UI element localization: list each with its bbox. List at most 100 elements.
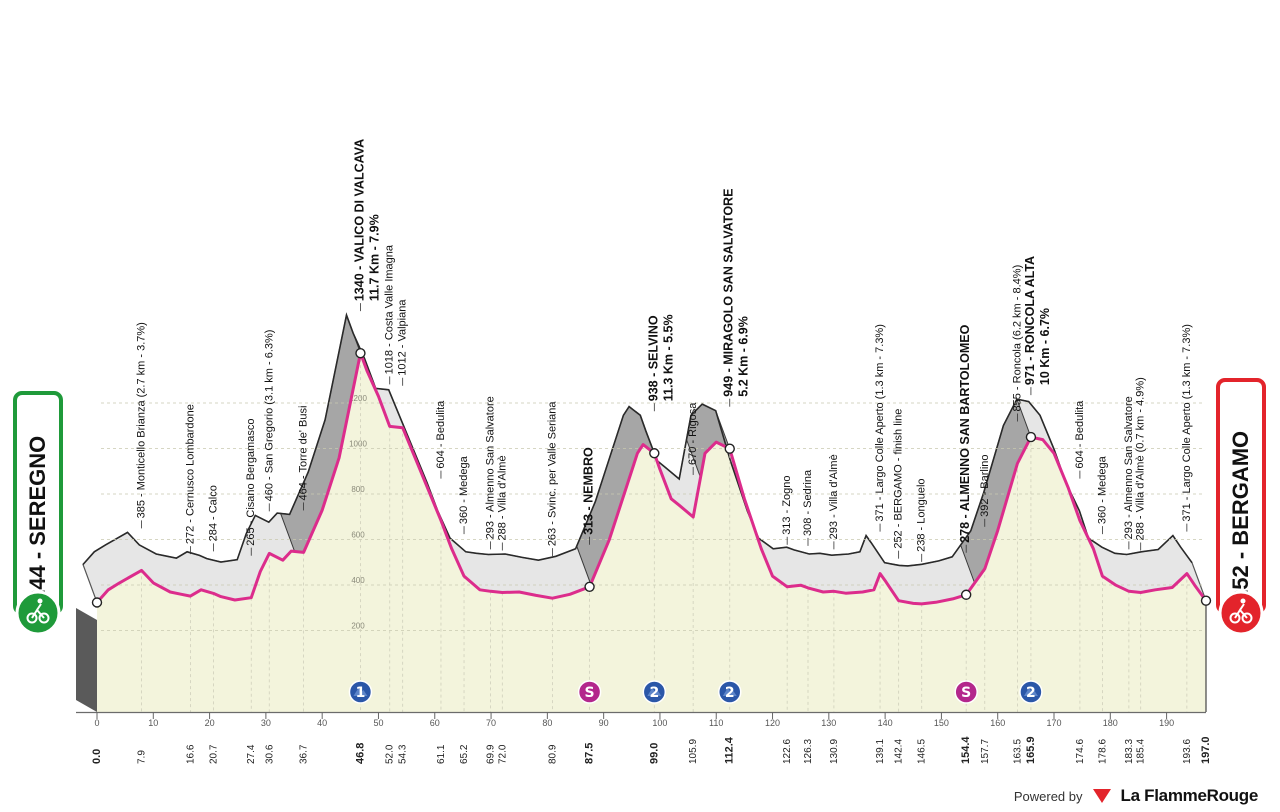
km-label: 185.4 <box>1136 739 1147 764</box>
km-label: 157.7 <box>980 739 991 764</box>
y-tick-label-800: 800 <box>351 485 365 494</box>
annotation-text: 263 - Svinc. per Valle Seriana <box>546 401 558 547</box>
start-icon <box>15 590 61 636</box>
mountain-icon <box>353 688 368 696</box>
badge-label: 2 <box>725 685 735 701</box>
badge-label: S <box>585 685 595 701</box>
sprint-badge-1: S <box>577 680 602 704</box>
profile-area-fill <box>97 353 1206 712</box>
annotation-text: 604 - Bedulita <box>435 400 447 469</box>
annotation-0: 385 - Monticello Brianza (2.7 km - 3.7%) <box>135 322 147 529</box>
x-tick-label-50: 50 <box>373 718 383 728</box>
km-label: 52.0 <box>385 744 396 764</box>
x-tick-label-140: 140 <box>878 718 893 728</box>
annotation-12: 288 - Villa d'Almè <box>496 455 508 551</box>
powered-by-text: Powered by <box>1013 788 1083 804</box>
annotation-1: 272 - Cernusco Lombardone <box>184 404 196 555</box>
badge-label: 2 <box>649 685 659 701</box>
km-label: 36.7 <box>299 744 310 764</box>
km-label: 154.4 <box>960 736 972 764</box>
km-label: 142.4 <box>894 739 905 764</box>
annotation-text: 313 - NEMBRO <box>582 447 596 535</box>
km-label: 99.0 <box>648 743 660 764</box>
annotation-text: 938 - SELVINO <box>646 315 660 401</box>
annotation-4: 460 - San Gregorio (3.1 km - 6.3%) <box>263 330 275 512</box>
y-tick-label-1200: 1200 <box>349 394 367 403</box>
km-label: 130.9 <box>829 739 840 764</box>
km-label: 174.6 <box>1075 739 1086 764</box>
bike-wheel-icon <box>26 612 38 624</box>
bike-wheel-icon <box>38 612 50 624</box>
y-tick-label-1000: 1000 <box>349 440 367 449</box>
km-label: 193.6 <box>1182 739 1193 764</box>
finish-town-tower: 252 - BERGAMO <box>1216 378 1266 636</box>
flamme-rouge-logo-icon <box>1092 789 1111 803</box>
x-tick-label-10: 10 <box>148 718 158 728</box>
annotation-7: 1018 - Costa Valle Imagna <box>384 244 396 385</box>
route-point-dot <box>1025 431 1037 443</box>
km-label: 178.6 <box>1097 739 1108 764</box>
x-tick-label-20: 20 <box>205 718 215 728</box>
annotation-text: 971 - RONCOLA ALTA <box>1023 256 1037 385</box>
route-point-dot <box>584 581 595 592</box>
annotation-text: 252 - BERGAMO - finish line <box>893 409 905 549</box>
km-label: 7.9 <box>136 750 147 764</box>
annotation-text: 1012 - Valpiana <box>397 299 409 376</box>
y-tick-label-400: 400 <box>351 576 365 585</box>
annotation-climb-stats: 5.2 Km - 6.9% <box>737 316 751 397</box>
badge-label: 2 <box>1026 685 1036 701</box>
annotation-21: 371 - Largo Colle Aperto (1.3 km - 7.3%) <box>874 324 886 532</box>
finish-icon <box>1218 590 1264 636</box>
km-label: 27.4 <box>246 744 257 764</box>
profile-side-face <box>76 608 97 712</box>
annotation-climb-stats: 10 Km - 6.7% <box>1038 308 1052 385</box>
sprint-badge-4: S <box>954 680 978 704</box>
x-tick-label-80: 80 <box>542 718 552 728</box>
km-label: 30.6 <box>264 744 275 764</box>
x-tick-label-90: 90 <box>599 718 609 728</box>
annotation-32: 371 - Largo Colle Aperto (1.3 km - 7.3%) <box>1181 324 1193 532</box>
km-label: 54.3 <box>398 744 409 764</box>
x-tick-label-110: 110 <box>709 718 723 728</box>
annotation-text: 670 - Rigosa <box>687 402 699 465</box>
town-label: 252 - BERGAMO <box>1228 431 1253 602</box>
route-point-dot <box>724 443 735 454</box>
x-tick-label-150: 150 <box>934 718 949 728</box>
climb-category-badge-5: 2 <box>1019 680 1043 704</box>
sprint-badge-circle <box>577 680 602 704</box>
footer-branding: Powered by La FlammeRouge <box>1014 786 1258 806</box>
annotation-text: 360 - Medega <box>458 455 470 524</box>
route-point-dot <box>1200 595 1212 606</box>
annotation-text: 293 - Almenno San Salvatore <box>1123 396 1135 539</box>
annotation-text: 272 - Cernusco Lombardone <box>184 404 196 544</box>
km-label: 139.1 <box>875 739 886 764</box>
km-label: 163.5 <box>1012 739 1023 764</box>
km-label: 16.6 <box>185 744 196 764</box>
annotation-text: 308 - Sedrina <box>802 469 814 536</box>
annotation-3: 265 - Cisano Bergamasco <box>245 419 257 556</box>
mountain-icon <box>1023 688 1038 696</box>
annotation-6: 1340 - VALICO DI VALCAVA 11.7 Km - 7.9% <box>352 139 381 312</box>
km-label: 72.0 <box>497 744 508 764</box>
x-tick-label-30: 30 <box>261 718 271 728</box>
town-label: 244 - SEREGNO <box>25 436 50 602</box>
km-label: 112.4 <box>724 736 736 764</box>
badge-label: S <box>961 685 971 701</box>
annotation-17: 949 - MIRAGOLO SAN SALVATORE 5.2 Km - 6.9… <box>722 189 751 407</box>
annotation-text: 855 - Roncola (6.2 km - 8.4%) <box>1011 265 1023 412</box>
x-tick-label-60: 60 <box>430 718 440 728</box>
x-tick-label-130: 130 <box>821 718 836 728</box>
annotation-text: 604 - Bedulita <box>1074 400 1086 469</box>
y-tick-label-200: 200 <box>351 622 365 631</box>
annotation-13: 263 - Svinc. per Valle Seriana <box>546 401 558 557</box>
bike-frame-icon <box>31 603 45 619</box>
rider-head-icon <box>37 598 43 604</box>
bike-wheel-icon <box>1229 612 1241 624</box>
km-label: 105.9 <box>688 739 699 764</box>
km-label: 69.9 <box>485 744 496 764</box>
km-label: 122.6 <box>782 739 793 764</box>
km-label: 165.9 <box>1025 736 1037 764</box>
km-label: 126.3 <box>803 739 814 764</box>
x-tick-label-170: 170 <box>1046 718 1061 728</box>
brand-name[interactable]: La FlammeRouge <box>1120 786 1259 805</box>
